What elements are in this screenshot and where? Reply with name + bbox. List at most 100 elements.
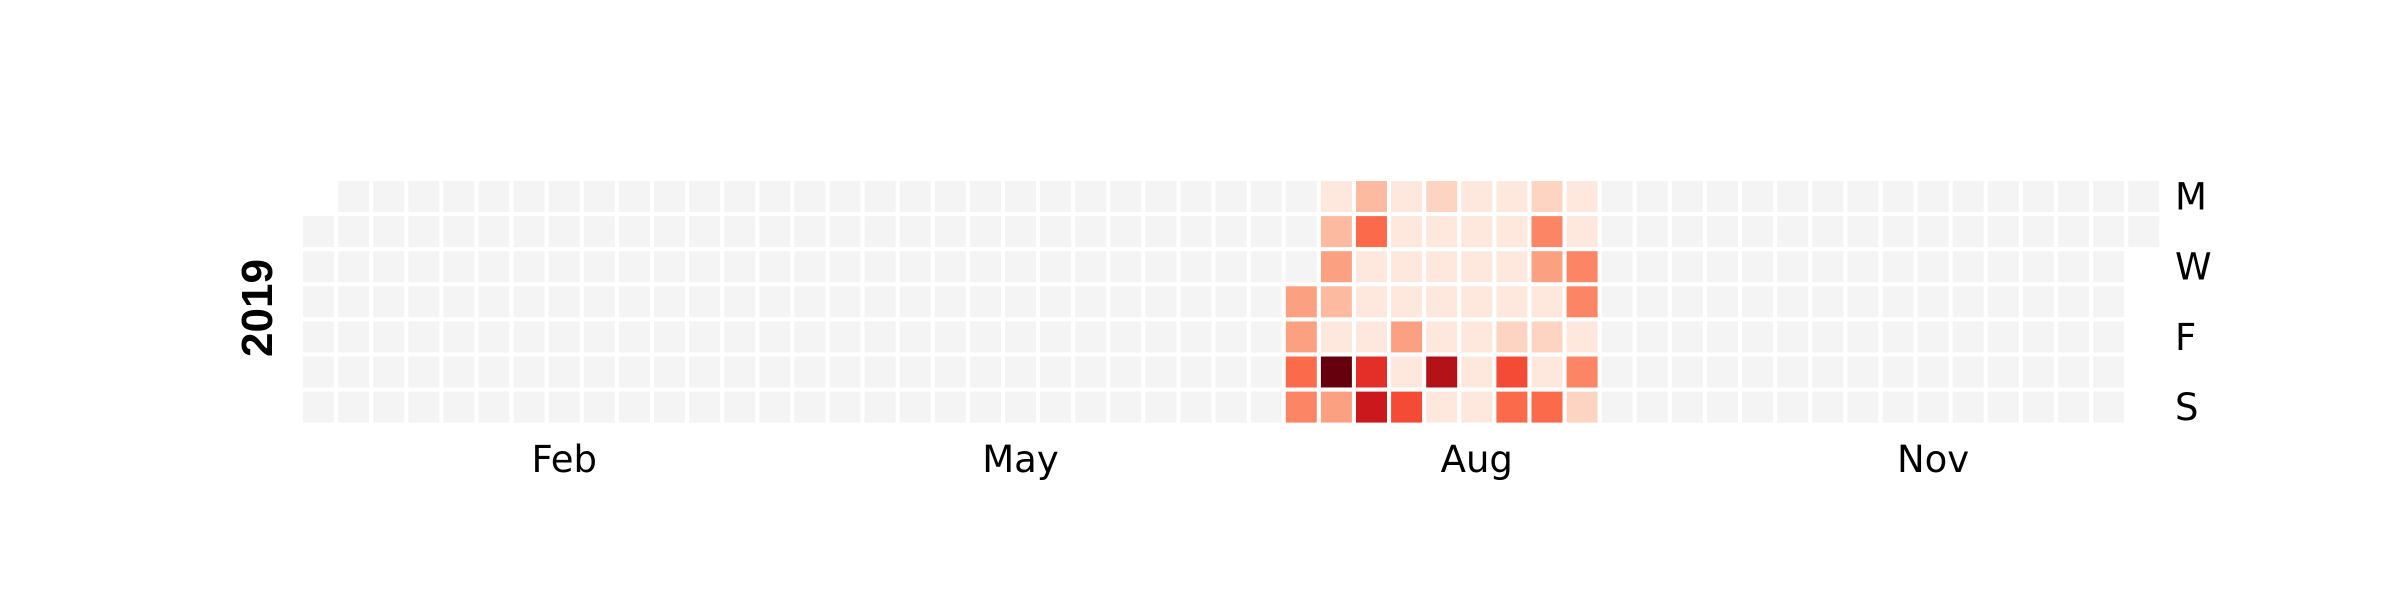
heatmap-cell <box>408 286 440 318</box>
heatmap-cell <box>373 286 405 318</box>
heatmap-cell <box>1531 251 1563 283</box>
heatmap-cell <box>478 356 510 388</box>
heatmap-cell <box>1005 391 1036 423</box>
heatmap-cell <box>548 251 580 283</box>
heatmap-cell <box>1145 251 1177 283</box>
heatmap-cell <box>1320 216 1352 248</box>
heatmap-cell <box>2058 216 2089 248</box>
heatmap-cell <box>373 216 405 248</box>
heatmap-cell <box>1882 391 1914 423</box>
heatmap-cell <box>1005 251 1036 283</box>
heatmap-cell <box>1847 251 1879 283</box>
heatmap-cell <box>759 321 791 353</box>
heatmap-cell <box>1531 181 1563 212</box>
heatmap-cell <box>899 251 931 283</box>
heatmap-cell <box>1496 181 1528 212</box>
heatmap-cell <box>1707 321 1738 353</box>
heatmap-cell <box>759 356 791 388</box>
heatmap-cell <box>618 356 650 388</box>
heatmap-cell <box>1110 181 1142 212</box>
heatmap-cell <box>864 286 896 318</box>
heatmap-cell <box>1531 321 1563 353</box>
heatmap-cell <box>373 181 405 212</box>
heatmap-cell <box>478 321 510 353</box>
weekday-label: M <box>2175 176 2207 219</box>
heatmap-cell <box>1461 391 1493 423</box>
heatmap-cell <box>934 251 966 283</box>
heatmap-cell <box>1847 216 1879 248</box>
heatmap-cell <box>969 356 1001 388</box>
heatmap-cell <box>583 181 615 212</box>
heatmap-cell <box>1777 286 1809 318</box>
heatmap-cell <box>2058 391 2089 423</box>
heatmap-cell <box>2128 216 2160 248</box>
heatmap-cell <box>724 181 756 212</box>
heatmap-cell <box>1636 321 1668 353</box>
heatmap-cell <box>1987 321 2019 353</box>
heatmap-cell <box>1742 216 1774 248</box>
heatmap-cell <box>794 286 826 318</box>
heatmap-cell <box>1285 251 1317 283</box>
heatmap-cell <box>1496 356 1528 388</box>
heatmap-cell <box>1987 391 2019 423</box>
heatmap-cell <box>1917 181 1949 212</box>
heatmap-cell <box>1250 321 1282 353</box>
heatmap-cell <box>1917 391 1949 423</box>
heatmap-cell <box>1285 181 1317 212</box>
heatmap-cell <box>1777 321 1809 353</box>
heatmap-cell <box>1180 251 1212 283</box>
heatmap-cell <box>864 251 896 283</box>
heatmap-cell <box>303 216 334 248</box>
heatmap-cell <box>583 321 615 353</box>
heatmap-cell <box>794 356 826 388</box>
heatmap-cell <box>1215 216 1247 248</box>
heatmap-cell <box>1110 356 1142 388</box>
heatmap-cell <box>513 391 545 423</box>
heatmap-cell <box>1145 181 1177 212</box>
heatmap-cell <box>1215 356 1247 388</box>
heatmap-cell <box>1145 391 1177 423</box>
heatmap-cell <box>443 391 475 423</box>
heatmap-cell <box>1461 356 1493 388</box>
heatmap-cell <box>583 391 615 423</box>
heatmap-cell <box>759 181 791 212</box>
heatmap-cell <box>1566 321 1598 353</box>
heatmap-cell <box>478 251 510 283</box>
heatmap-cell <box>1671 391 1703 423</box>
heatmap-cell <box>1671 216 1703 248</box>
heatmap-cell <box>1987 286 2019 318</box>
heatmap-cell <box>338 216 370 248</box>
heatmap-cell <box>794 321 826 353</box>
heatmap-cell <box>1882 216 1914 248</box>
heatmap-cell <box>829 356 861 388</box>
heatmap-cell <box>1917 251 1949 283</box>
heatmap-cell <box>373 321 405 353</box>
heatmap-cell <box>1671 286 1703 318</box>
heatmap-cell <box>654 286 685 318</box>
heatmap-cell <box>408 356 440 388</box>
heatmap-cell <box>759 251 791 283</box>
heatmap-cell <box>1320 286 1352 318</box>
heatmap-cell <box>2058 251 2089 283</box>
heatmap-cell <box>1952 321 1984 353</box>
heatmap-cell <box>1461 251 1493 283</box>
month-label: Feb <box>531 438 597 481</box>
heatmap-cell <box>899 286 931 318</box>
heatmap-cell <box>1847 321 1879 353</box>
heatmap-cell <box>548 286 580 318</box>
heatmap-cell <box>1777 391 1809 423</box>
heatmap-cell <box>1356 391 1387 423</box>
heatmap-cell <box>829 216 861 248</box>
heatmap-cell <box>689 251 721 283</box>
heatmap-cell <box>1391 216 1423 248</box>
heatmap-cell <box>1496 321 1528 353</box>
heatmap-cell <box>1285 356 1317 388</box>
heatmap-cell <box>1847 391 1879 423</box>
heatmap-cell <box>1847 181 1879 212</box>
heatmap-cell <box>1426 391 1458 423</box>
heatmap-cell <box>1145 286 1177 318</box>
heatmap-cell <box>1110 216 1142 248</box>
heatmap-cell <box>2128 181 2160 212</box>
heatmap-cell <box>2093 321 2125 353</box>
heatmap-cell <box>1215 251 1247 283</box>
